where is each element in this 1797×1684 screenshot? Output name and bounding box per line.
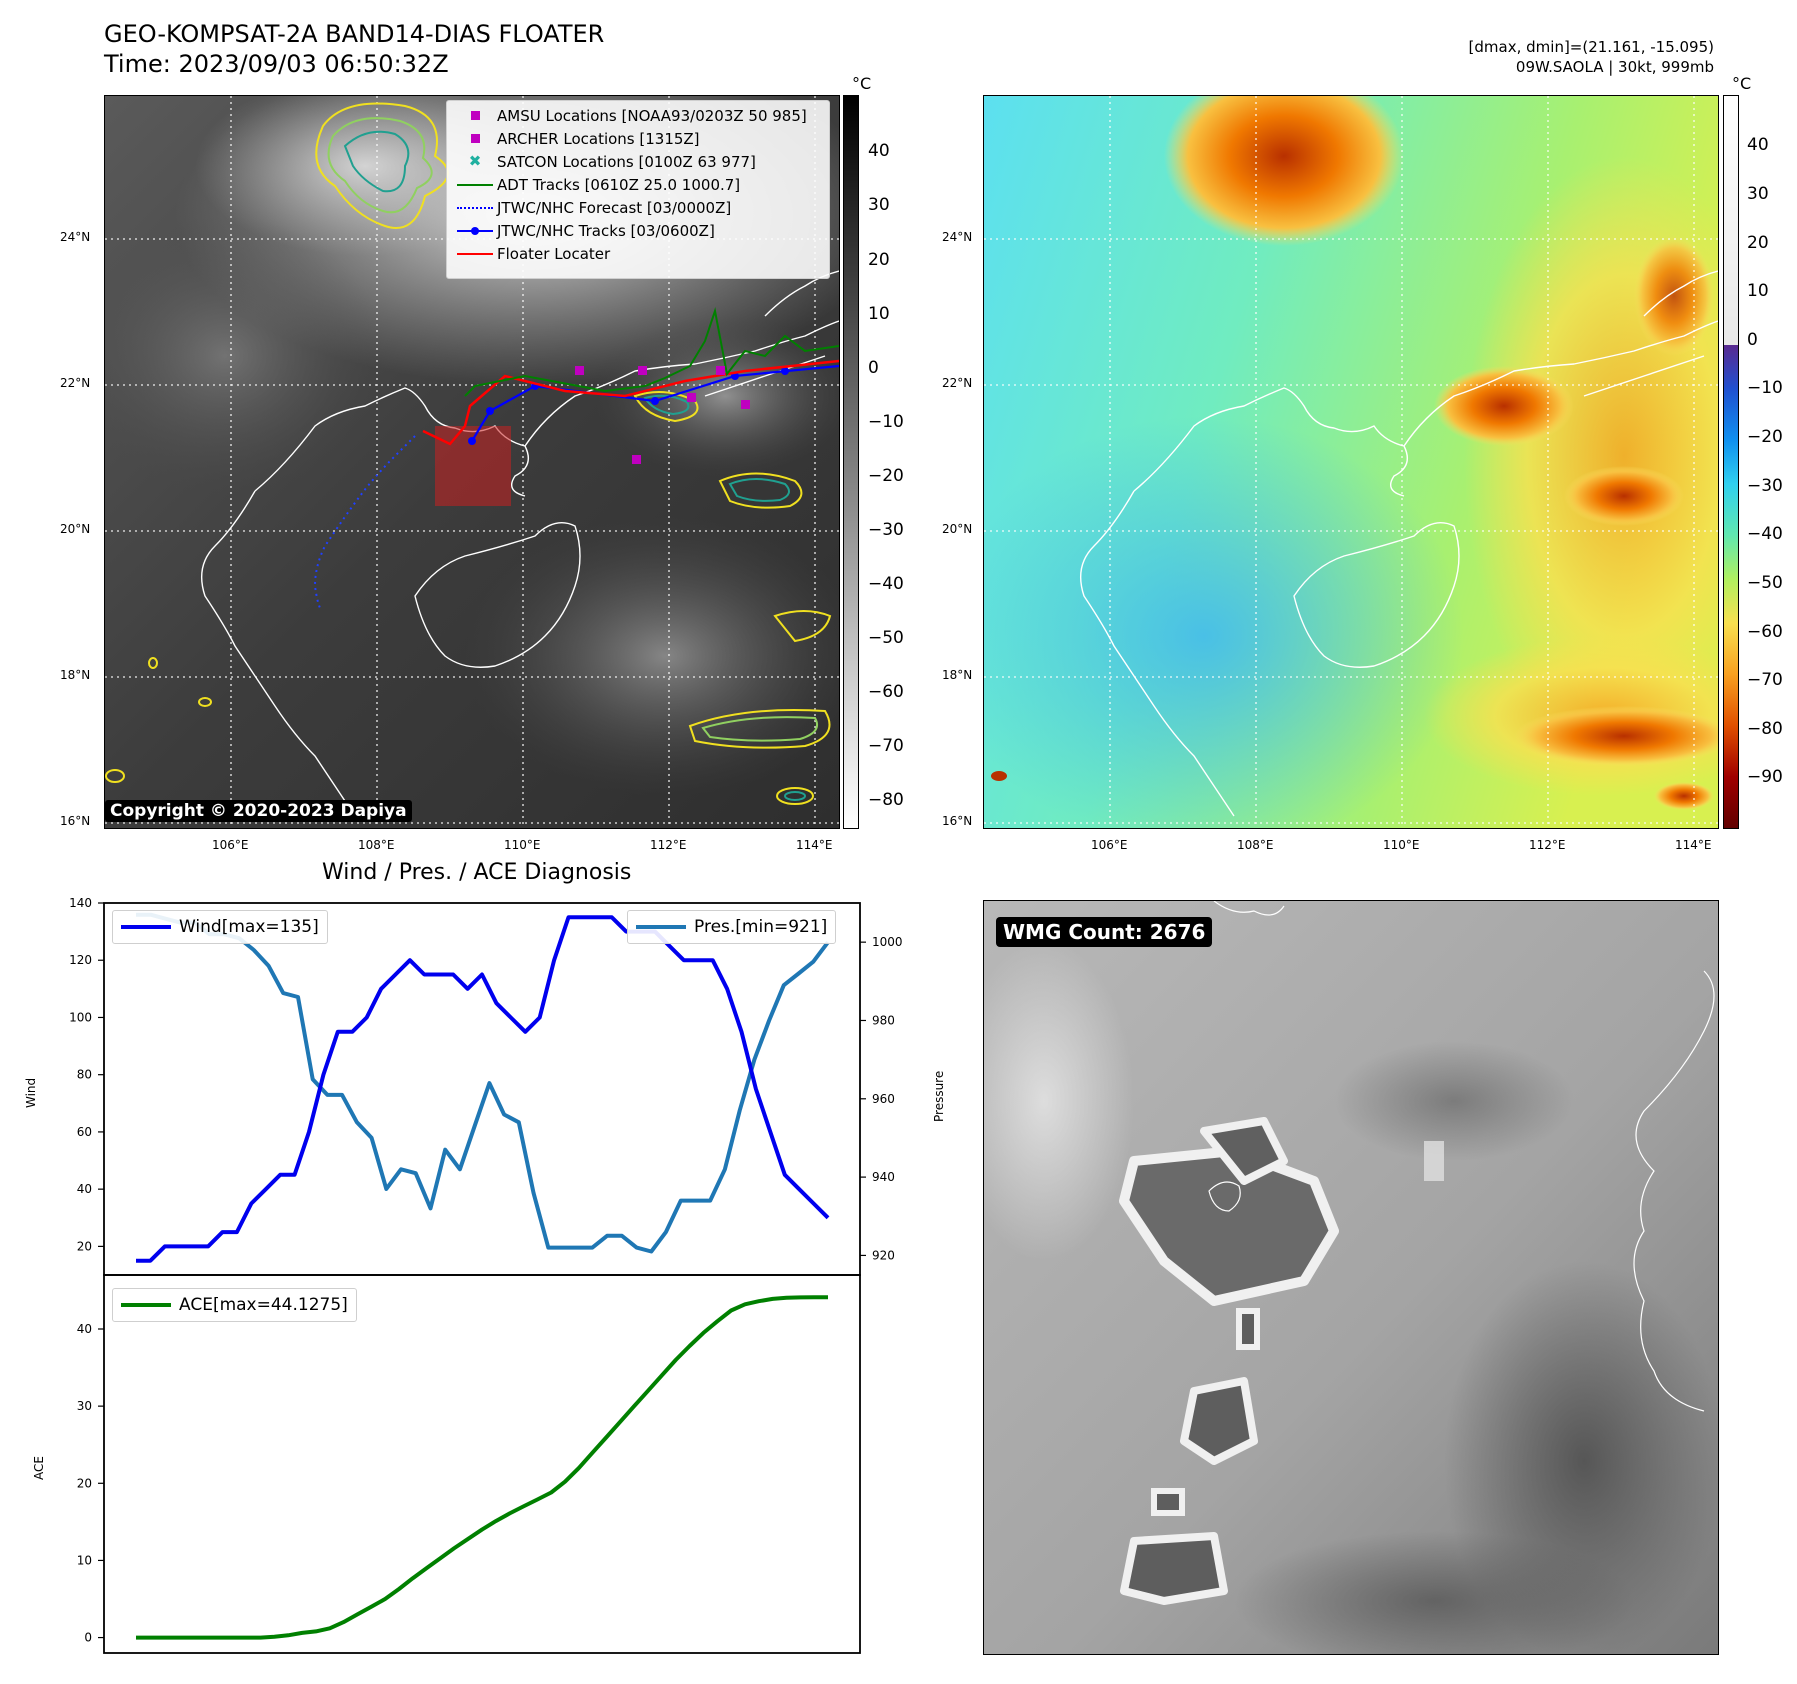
ir-lat-tick: 16°N (60, 814, 91, 828)
y-tick-label: 920 (872, 1248, 895, 1262)
enh-lon-tick: 110°E (1383, 838, 1420, 852)
map-gridlines (984, 96, 1718, 828)
pressure-axis-label: Pressure (932, 1070, 946, 1122)
y-tick-label: 30 (77, 1399, 92, 1413)
legend-item-satcon: ✖ SATCON Locations [0100Z 63 977] (468, 152, 756, 171)
y-tick-label: 40 (77, 1182, 92, 1196)
legend-item-amsu: AMSU Locations [NOAA93/0203Z 50 985] (447, 104, 829, 127)
wmg-image (984, 901, 1718, 1654)
storm-info: 09W.SAOLA | 30kt, 999mb (1515, 58, 1714, 76)
jtwc-track-points (468, 367, 789, 445)
y-tick-label: 980 (872, 1013, 895, 1027)
enh-lat-tick: 20°N (942, 522, 973, 536)
figure-title: GEO-KOMPSAT-2A BAND14-DIAS FLOATER (104, 20, 605, 48)
enhanced-map-image (984, 96, 1718, 828)
ir-lon-tick: 106°E (212, 838, 249, 852)
cold-cloud-contours (105, 102, 832, 805)
y-tick-label: 960 (872, 1092, 895, 1106)
adt-track (464, 307, 839, 397)
figure-time: Time: 2023/09/03 06:50:32Z (104, 50, 449, 78)
ir-lon-tick: 110°E (504, 838, 541, 852)
ir-colorbar (843, 95, 859, 829)
wind-series-line (136, 915, 830, 1263)
ir-colorbar-ticks: 40 30 20 10 0 −10 −20 −30 −40 −50 −60 −7… (868, 141, 904, 810)
legend-item-archer: ARCHER Locations [1315Z] (447, 127, 829, 150)
ir-lat-tick: 18°N (60, 668, 91, 682)
amsu-archer-markers (575, 366, 750, 464)
y-tick-label: 1000 (872, 935, 903, 949)
enhanced-map-panel (983, 95, 1719, 829)
enh-lon-tick: 114°E (1675, 838, 1712, 852)
jtwc-forecast-track (313, 435, 416, 609)
enh-colorbar (1723, 95, 1739, 829)
ace-legend: ACE[max=44.1275] (112, 1288, 357, 1322)
y-tick-label: 20 (77, 1476, 92, 1490)
ir-lat-tick: 20°N (60, 522, 91, 536)
y-tick-label: 80 (77, 1068, 92, 1082)
axes-frame (103, 1274, 861, 1654)
legend-item-adt: ADT Tracks [0610Z 25.0 1000.7] (447, 173, 829, 196)
pressure-legend: Pres.[min=921] (627, 910, 837, 944)
pressure-series-line (136, 912, 830, 1254)
ir-lat-tick: 24°N (60, 230, 91, 244)
wmg-panel: WMG Count: 2676 (983, 900, 1719, 1655)
dmax-dmin-readout: [dmax, dmin]=(21.161, -15.095) (1468, 38, 1714, 56)
wind-legend: Wind[max=135] (112, 910, 328, 944)
diagnosis-chart-title: Wind / Pres. / ACE Diagnosis (322, 860, 632, 885)
enh-lat-tick: 24°N (942, 230, 973, 244)
ace-series-line (136, 1295, 828, 1640)
legend-item-jtwc-forecast: JTWC/NHC Forecast [03/0000Z] (447, 196, 829, 219)
diagnosis-chart: 20 40 60 80 100 120 140 920 940 960 980 1000 0 10 20 3… (69, 896, 903, 1654)
ir-lon-tick: 114°E (796, 838, 833, 852)
y-tick-label: 10 (77, 1553, 92, 1567)
enh-lon-tick: 108°E (1237, 838, 1274, 852)
enh-lat-tick: 22°N (942, 376, 973, 390)
ir-lon-tick: 108°E (358, 838, 395, 852)
ir-colorbar-unit: °C (852, 74, 872, 93)
y-tick-label: 100 (69, 1010, 92, 1024)
legend-item-floater: Floater Locater (447, 242, 829, 265)
wmg-count-badge: WMG Count: 2676 (996, 917, 1213, 947)
ir-map-panel: AMSU Locations [NOAA93/0203Z 50 985] ARC… (104, 95, 840, 829)
ir-lat-tick: 22°N (60, 376, 91, 390)
track-legend: AMSU Locations [NOAA93/0203Z 50 985] ARC… (446, 100, 830, 279)
y-tick-label: 20 (77, 1239, 92, 1253)
y-tick-label: 120 (69, 953, 92, 967)
coastlines (1080, 270, 1718, 817)
ace-axes: 0 10 20 30 40 (77, 1274, 861, 1654)
enh-colorbar-unit: °C (1732, 74, 1752, 93)
enh-lat-tick: 18°N (942, 668, 973, 682)
y-tick-label: 0 (84, 1631, 92, 1645)
legend-item-jtwc-tracks: JTWC/NHC Tracks [03/0600Z] (447, 219, 829, 242)
enh-lon-tick: 106°E (1091, 838, 1128, 852)
enh-colorbar-ticks: 40 30 20 10 0 −10 −20 −30 −40 −50 −60 −7… (1747, 135, 1783, 787)
y-tick-label: 140 (69, 896, 92, 910)
ir-lon-tick: 112°E (650, 838, 687, 852)
y-tick-label: 940 (872, 1170, 895, 1184)
wind-pressure-axes: 20 40 60 80 100 120 140 920 940 960 980 1000 (69, 896, 903, 1276)
ace-axis-label: ACE (32, 1456, 46, 1480)
y-tick-label: 40 (77, 1322, 92, 1336)
enh-lat-tick: 16°N (942, 814, 973, 828)
floater-locater-track (422, 359, 839, 446)
copyright-badge: Copyright © 2020-2023 Dapiya (105, 800, 412, 822)
wmg-coastlines (1208, 901, 1715, 1412)
enh-lon-tick: 112°E (1529, 838, 1566, 852)
y-tick-label: 60 (77, 1125, 92, 1139)
wind-axis-label: Wind (24, 1077, 38, 1108)
